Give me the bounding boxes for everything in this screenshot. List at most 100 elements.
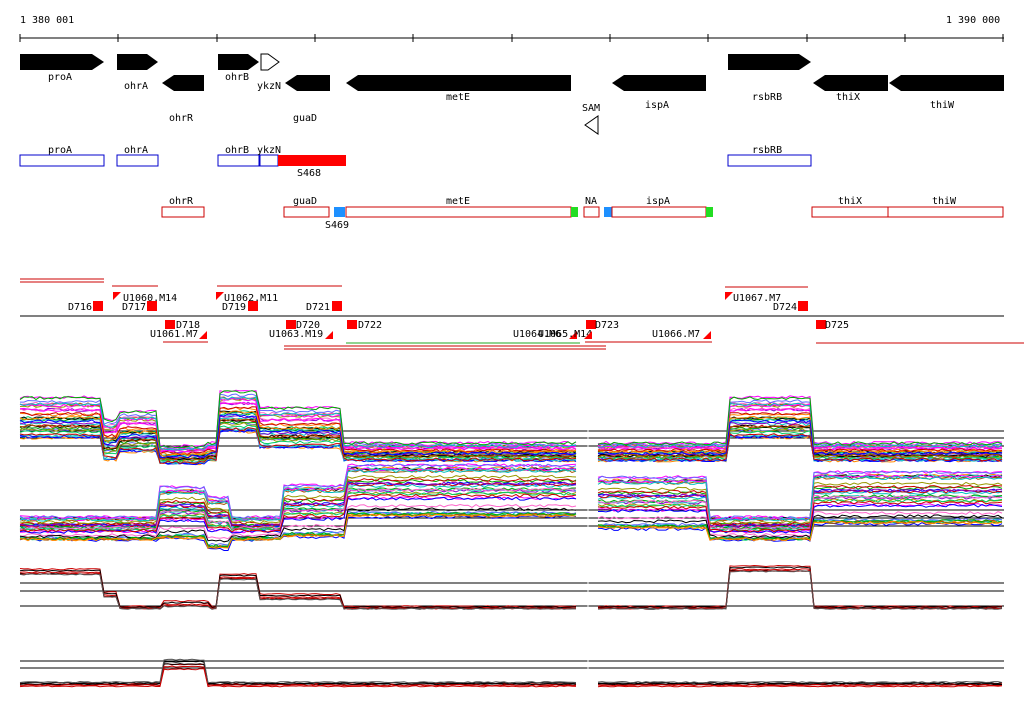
segment-D719[interactable]: D719	[222, 301, 258, 313]
svg-text:S468: S468	[297, 168, 321, 179]
svg-text:D724: D724	[773, 302, 797, 313]
svg-text:U1065.M14: U1065.M14	[538, 329, 592, 340]
svg-text:U1063.M19: U1063.M19	[269, 329, 323, 340]
annotation-metE[interactable]: metE	[345, 196, 578, 218]
segment-D722[interactable]: D722	[347, 320, 382, 331]
segment-U1062.M11[interactable]: U1062.M11	[216, 292, 278, 304]
svg-text:metE: metE	[446, 196, 470, 207]
annotation-thiW[interactable]: thiW	[887, 196, 1004, 218]
svg-text:U1061.M7: U1061.M7	[150, 329, 198, 340]
annotation-ohrB[interactable]: ohrB	[217, 145, 260, 167]
gene-metE[interactable]: metE	[346, 75, 571, 103]
segment-U1063.M19[interactable]: U1063.M19	[269, 329, 333, 340]
segmentation-track: D716 D717 U1060.M14 U1061.M7 D718 D719 U…	[20, 278, 1024, 350]
annotation-thiX[interactable]: thiX	[811, 196, 889, 218]
ruler-start-label: 1 380 001	[20, 15, 74, 26]
expression-panel-plus-strand	[19, 389, 1004, 466]
gene-thiX[interactable]: thiX	[813, 75, 888, 103]
svg-text:guaD: guaD	[293, 113, 317, 124]
annotation-S469[interactable]: S469	[325, 207, 349, 231]
svg-text:thiX: thiX	[836, 92, 860, 103]
svg-text:ohrR: ohrR	[169, 196, 194, 207]
gene-ohrA[interactable]: ohrA	[117, 54, 158, 92]
annotation-proA[interactable]: proA	[19, 145, 105, 167]
svg-text:rsbRB: rsbRB	[752, 145, 782, 156]
svg-text:SAM: SAM	[582, 103, 600, 114]
segment-U1067.M7[interactable]: U1067.M7	[725, 292, 781, 304]
expression-panel-tiling-plus	[19, 564, 1004, 616]
svg-text:ohrB: ohrB	[225, 72, 249, 83]
gene-thiW[interactable]: thiW	[889, 75, 1004, 111]
gene-proA[interactable]: proA	[20, 54, 104, 83]
segment-D718[interactable]: D718	[165, 320, 200, 331]
annotation-guaD[interactable]: guaD	[283, 196, 330, 218]
segment-D717[interactable]: D717	[122, 301, 157, 313]
segment-D724[interactable]: D724	[773, 301, 808, 313]
svg-text:guaD: guaD	[293, 196, 317, 207]
gene-rsbRB[interactable]: rsbRB	[728, 54, 811, 103]
svg-text:proA: proA	[48, 72, 72, 83]
annotation-ykzN[interactable]: ykzN	[257, 145, 281, 167]
svg-text:ohrR: ohrR	[169, 113, 194, 124]
svg-text:NA: NA	[585, 196, 597, 207]
gene-ykzN[interactable]: ykzN	[257, 53, 281, 92]
svg-text:ohrB: ohrB	[225, 145, 249, 156]
svg-text:ispA: ispA	[645, 100, 669, 111]
svg-text:ohrA: ohrA	[124, 81, 148, 92]
svg-text:D720: D720	[296, 320, 320, 331]
annotation-track-minus: ohrR guaD S469 metE NA ispA thiX	[161, 196, 1004, 231]
annotation-rsbRB[interactable]: rsbRB	[727, 145, 812, 167]
gene-ispA[interactable]: ispA	[612, 75, 706, 111]
svg-text:D722: D722	[358, 320, 382, 331]
annotation-ohrR[interactable]: ohrR	[161, 196, 205, 218]
segment-D721[interactable]: D721	[306, 301, 342, 313]
segment-D716[interactable]: D716	[68, 301, 103, 313]
segment-D723[interactable]: D723	[586, 320, 619, 331]
svg-text:thiW: thiW	[932, 196, 957, 207]
svg-text:ohrA: ohrA	[124, 145, 148, 156]
segment-U1060.M14[interactable]: U1060.M14	[113, 292, 177, 304]
gene-ohrR[interactable]: ohrR	[162, 75, 204, 124]
expression-panel-minus-strand	[19, 463, 1004, 551]
gene-guaD[interactable]: guaD	[285, 75, 330, 124]
annotation-track-plus: proA ohrA ohrB ykzN S468 rsbRB	[19, 145, 812, 179]
annotation-ohrA[interactable]: ohrA	[116, 145, 159, 167]
gene-track: proA ohrA ohrR ohrB ykzN guaD metE SAM	[20, 53, 1004, 135]
annotation-S468[interactable]: S468	[278, 155, 346, 179]
svg-text:U1064.M6: U1064.M6	[513, 329, 561, 340]
svg-text:ykzN: ykzN	[257, 81, 281, 92]
svg-text:D718: D718	[176, 320, 200, 331]
svg-text:D717: D717	[122, 302, 146, 313]
svg-text:U1066.M7: U1066.M7	[652, 329, 700, 340]
gene-ohrB[interactable]: ohrB	[218, 54, 259, 83]
svg-text:thiX: thiX	[838, 196, 862, 207]
svg-text:U1060.M14: U1060.M14	[123, 293, 177, 304]
ruler: 1 380 001 1 390 000	[19, 15, 1004, 42]
svg-text:ykzN: ykzN	[257, 145, 281, 156]
segment-D725[interactable]: D725	[816, 320, 849, 331]
svg-text:ispA: ispA	[646, 196, 670, 207]
svg-text:U1062.M11: U1062.M11	[224, 293, 278, 304]
svg-text:D723: D723	[595, 320, 619, 331]
segment-U1066.M7[interactable]: U1066.M7	[652, 329, 711, 340]
segment-U1061.M7[interactable]: U1061.M7	[150, 329, 207, 340]
svg-text:rsbRB: rsbRB	[752, 92, 782, 103]
svg-text:metE: metE	[446, 92, 470, 103]
svg-text:D725: D725	[825, 320, 849, 331]
segment-U1064.M6[interactable]: U1064.M6	[513, 329, 577, 340]
segment-D720[interactable]: D720	[286, 320, 320, 331]
segment-U1065.M14[interactable]: U1065.M14	[538, 329, 592, 340]
ruler-end-label: 1 390 000	[946, 15, 1000, 26]
svg-text:D716: D716	[68, 302, 92, 313]
expression-panel-tiling-minus	[19, 649, 1004, 688]
svg-text:U1067.M7: U1067.M7	[733, 293, 781, 304]
gene-SAM[interactable]: SAM	[582, 103, 600, 135]
svg-text:proA: proA	[48, 145, 72, 156]
annotation-ispA[interactable]: ispA	[604, 196, 713, 218]
svg-text:D719: D719	[222, 302, 246, 313]
annotation-NA[interactable]: NA	[583, 196, 600, 218]
svg-text:thiW: thiW	[930, 100, 955, 111]
svg-text:S469: S469	[325, 220, 349, 231]
svg-text:D721: D721	[306, 302, 330, 313]
